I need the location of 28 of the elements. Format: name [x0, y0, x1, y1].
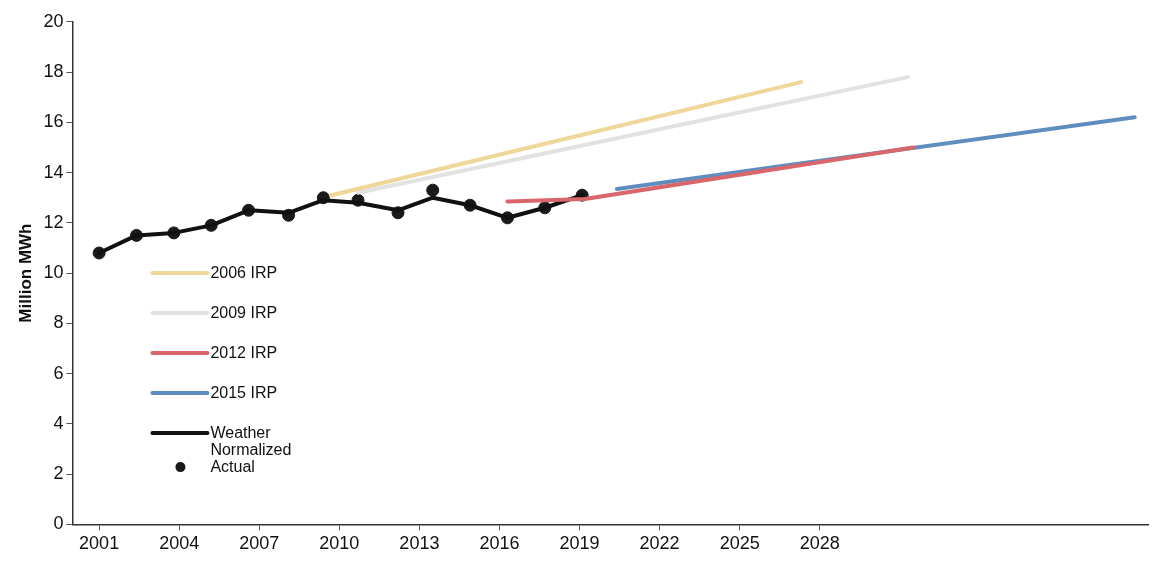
x-tick-label: 2013 [399, 533, 440, 554]
legend-label: 2015 IRP [210, 383, 278, 401]
x-tick-label: 2004 [159, 533, 200, 554]
y-tick-label: 10 [43, 262, 64, 283]
y-tick-label: 20 [43, 10, 64, 31]
y-tick-label: 4 [53, 412, 64, 433]
y-tick-label: 8 [53, 312, 64, 333]
legend-label: Weather Normalized [210, 423, 292, 458]
y-tick-label: 16 [43, 111, 64, 132]
y-tick-label: 2 [53, 463, 64, 484]
x-tick-label: 2025 [719, 533, 760, 554]
x-tick-label: 2019 [559, 533, 600, 554]
x-tick-label: 2022 [639, 533, 680, 554]
x-tick-label: 2010 [319, 533, 360, 554]
y-axis-title: Million MWh [15, 223, 35, 323]
legend-label: Actual [210, 457, 255, 475]
y-tick-label: 6 [53, 362, 64, 383]
legend-label: 2012 IRP [210, 343, 278, 361]
y-tick-label: 0 [53, 513, 64, 534]
x-tick-label: 2016 [479, 533, 520, 554]
y-tick-label: 18 [43, 61, 64, 82]
x-tick-label: 2007 [239, 533, 280, 554]
y-tick-label: 12 [43, 211, 64, 232]
legend-label: 2006 IRP [210, 263, 278, 281]
x-tick-label: 2028 [799, 533, 840, 554]
legend-label: 2009 IRP [210, 303, 278, 321]
y-tick-label: 14 [43, 161, 64, 182]
x-tick-label: 2001 [79, 533, 120, 554]
